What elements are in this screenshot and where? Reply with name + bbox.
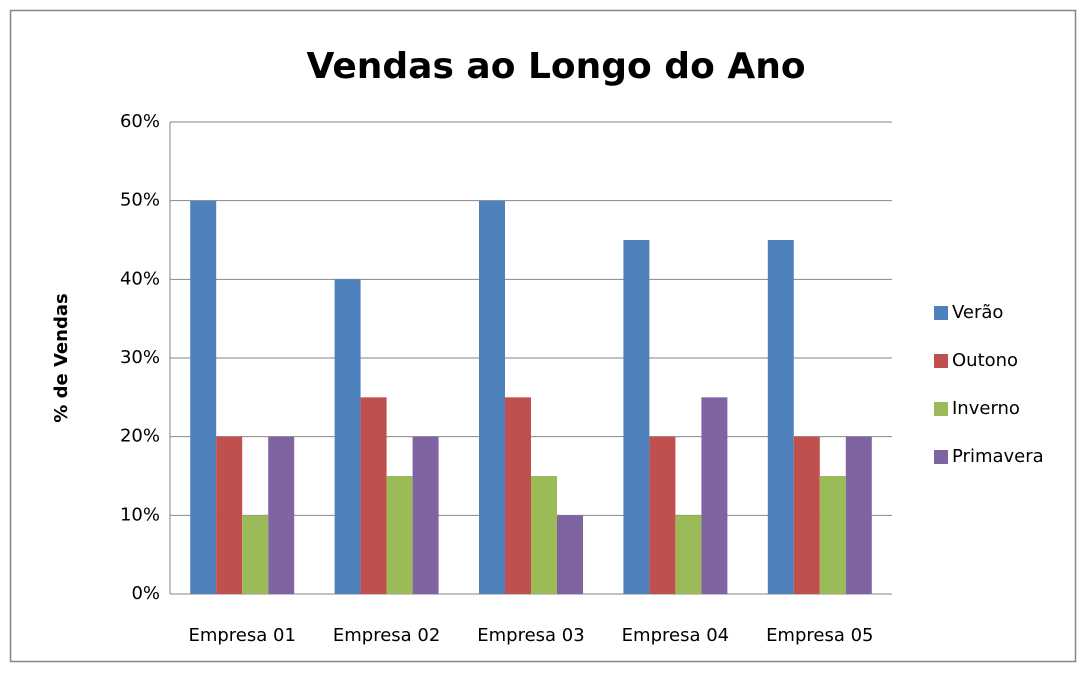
bar xyxy=(557,515,583,594)
bar xyxy=(386,476,413,594)
bar xyxy=(505,397,531,594)
bar xyxy=(360,397,387,594)
bar xyxy=(767,240,794,594)
legend-label: Outono xyxy=(952,350,1018,371)
bar xyxy=(190,200,217,594)
bar xyxy=(412,436,439,594)
legend-label: Inverno xyxy=(952,398,1020,419)
bar xyxy=(701,397,728,594)
y-tick-label: 10% xyxy=(120,504,160,525)
bar xyxy=(268,436,295,594)
y-tick-label: 20% xyxy=(120,426,160,447)
x-tick-label: Empresa 04 xyxy=(622,625,729,646)
x-tick-label: Empresa 02 xyxy=(333,625,440,646)
x-tick-label: Empresa 05 xyxy=(766,625,873,646)
bar xyxy=(623,240,650,594)
legend-swatch xyxy=(934,450,948,464)
x-tick-label: Empresa 03 xyxy=(477,625,584,646)
bar xyxy=(531,476,557,594)
y-tick-label: 50% xyxy=(120,190,160,211)
bar xyxy=(479,200,505,594)
y-tick-label: 0% xyxy=(131,583,160,604)
x-tick-label: Empresa 01 xyxy=(188,625,295,646)
y-tick-label: 60% xyxy=(120,111,160,132)
bar xyxy=(845,436,872,594)
legend-swatch xyxy=(934,402,948,416)
bar xyxy=(675,515,702,594)
y-tick-label: 30% xyxy=(120,347,160,368)
legend-label: Verão xyxy=(952,302,1003,323)
bar xyxy=(649,436,676,594)
bar xyxy=(216,436,243,594)
y-axis-label: % de Vendas xyxy=(51,293,72,422)
bar xyxy=(242,515,269,594)
bar xyxy=(793,436,820,594)
legend-label: Primavera xyxy=(952,446,1044,467)
y-tick-label: 40% xyxy=(120,268,160,289)
chart-title: Vendas ao Longo do Ano xyxy=(306,46,805,87)
bar xyxy=(334,279,361,594)
bar xyxy=(819,476,846,594)
legend-swatch xyxy=(934,306,948,320)
legend-swatch xyxy=(934,354,948,368)
